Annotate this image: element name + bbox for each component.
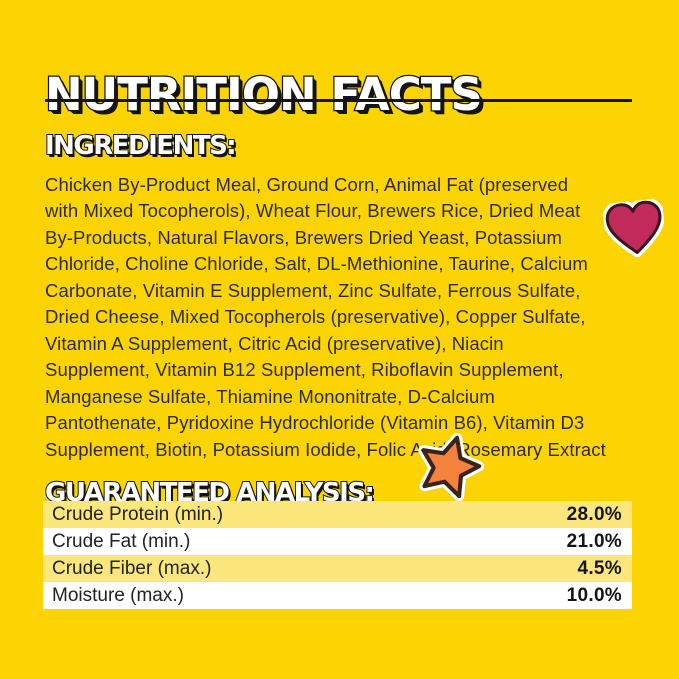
heart-shape xyxy=(605,200,662,254)
analysis-value: 10.0% xyxy=(566,584,622,606)
table-row: Crude Fiber (max.) 4.5% xyxy=(43,555,632,582)
ingredients-paragraph: Chicken By-Product Meal, Ground Corn, An… xyxy=(45,173,606,460)
analysis-label: Moisture (max.) xyxy=(52,584,184,606)
ingredients-heading: INGREDIENTS: xyxy=(44,130,238,162)
analysis-value: 21.0% xyxy=(566,530,622,552)
analysis-value: 4.5% xyxy=(577,557,622,579)
table-row: Moisture (max.) 10.0% xyxy=(43,582,632,609)
analysis-label: Crude Protein (min.) xyxy=(52,503,224,525)
title-divider xyxy=(45,99,632,102)
table-row: Crude Fat (min.) 21.0% xyxy=(43,528,632,555)
heart-icon xyxy=(602,198,665,258)
analysis-label: Crude Fiber (max.) xyxy=(52,557,212,579)
star-icon xyxy=(418,432,485,502)
table-row: Crude Protein (min.) 28.0% xyxy=(43,501,632,528)
guaranteed-analysis-table: Crude Protein (min.) 28.0% Crude Fat (mi… xyxy=(43,501,632,609)
page-title: NUTRITION FACTS xyxy=(44,67,484,123)
analysis-label: Crude Fat (min.) xyxy=(52,530,191,552)
star-shape xyxy=(421,435,482,499)
analysis-value: 28.0% xyxy=(566,503,622,525)
